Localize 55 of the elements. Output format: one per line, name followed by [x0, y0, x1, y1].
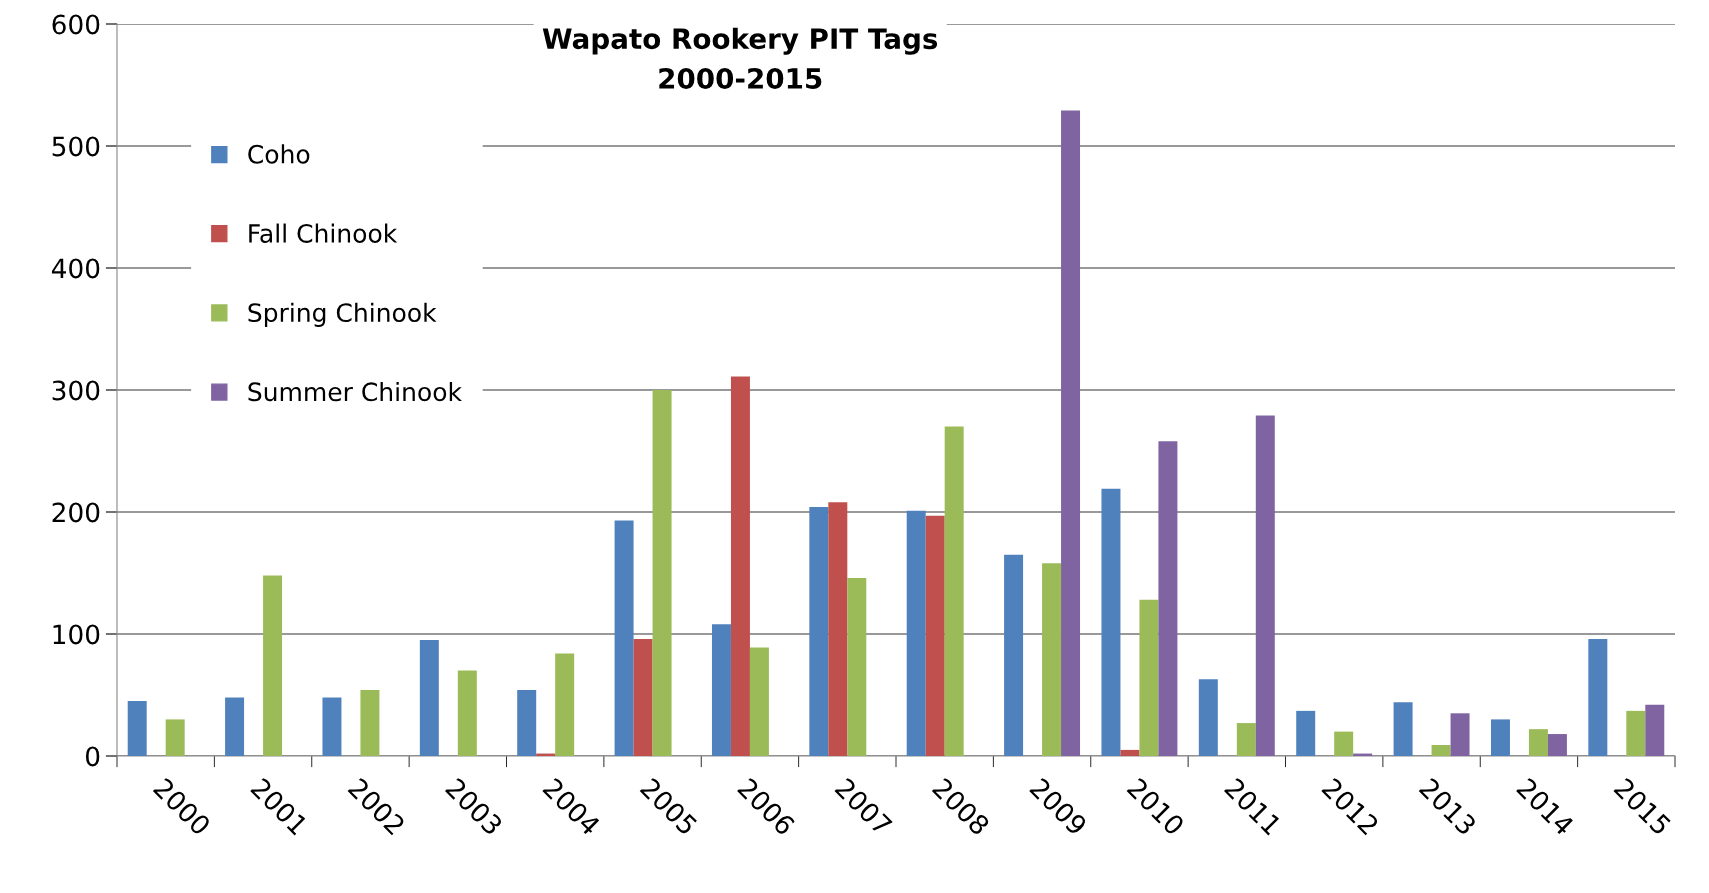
- legend-label: Fall Chinook: [249, 223, 398, 243]
- bar: [749, 647, 769, 756]
- bar: [555, 653, 575, 756]
- bar: [360, 690, 380, 756]
- bar: [517, 690, 537, 756]
- bar: [1236, 723, 1256, 756]
- bar: [711, 624, 731, 756]
- y-tick-label: 200: [52, 502, 100, 523]
- legend-label: Summer Chinook: [248, 381, 462, 402]
- bar: [1158, 441, 1178, 756]
- bar: [906, 510, 926, 756]
- bar: [1393, 702, 1413, 756]
- bar: [730, 376, 750, 756]
- bar: [1431, 745, 1451, 756]
- bar: [1198, 679, 1218, 756]
- y-tick-label: 0: [85, 746, 100, 767]
- bar: [1490, 719, 1510, 756]
- bar: [263, 575, 283, 756]
- y-tick-label: 100: [53, 624, 100, 645]
- bar: [1528, 729, 1548, 756]
- bar: [322, 697, 342, 756]
- bar: [614, 520, 634, 756]
- bar: [1296, 710, 1316, 756]
- legend-label: Spring Chinook: [248, 302, 437, 327]
- bar: [925, 515, 945, 756]
- bar: [127, 701, 147, 756]
- bar: [809, 507, 829, 756]
- bar: [225, 697, 245, 756]
- bar: [1042, 563, 1062, 756]
- y-tick-label: 500: [52, 136, 100, 157]
- text: Wapato Rookery PIT Tags 2000-2015: [542, 27, 938, 89]
- bar: [419, 640, 439, 756]
- legend-label: Coho: [248, 144, 310, 164]
- bar: [1120, 749, 1140, 756]
- bar: [1061, 110, 1081, 756]
- bar: [944, 426, 964, 756]
- bar: [1334, 731, 1354, 756]
- bar: [1101, 488, 1121, 756]
- bar: [652, 390, 672, 756]
- bar: [1004, 554, 1024, 756]
- y-tick-label: 600: [52, 14, 100, 35]
- bar: [1547, 734, 1567, 756]
- bar: [1255, 415, 1275, 756]
- bar: [1139, 599, 1159, 756]
- bar: [1645, 704, 1665, 756]
- bar: [1450, 713, 1470, 756]
- bar: [1626, 710, 1646, 756]
- y-tick-label: 400: [51, 258, 100, 279]
- bar: [847, 577, 867, 756]
- bar: [165, 719, 185, 756]
- bar: [457, 670, 477, 756]
- y-tick-label: 300: [52, 380, 100, 401]
- bar: [633, 638, 653, 756]
- bar: [1588, 638, 1608, 756]
- bar: [828, 502, 848, 756]
